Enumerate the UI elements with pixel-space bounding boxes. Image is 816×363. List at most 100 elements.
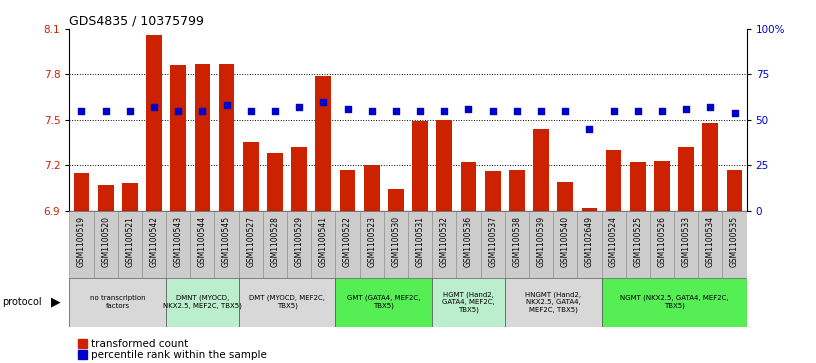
Point xyxy=(389,108,402,114)
Bar xyxy=(238,278,335,327)
Bar xyxy=(238,211,263,278)
Bar xyxy=(98,185,113,211)
Bar xyxy=(674,211,698,278)
Bar xyxy=(485,171,500,211)
Text: GMT (GATA4, MEF2C,
TBX5): GMT (GATA4, MEF2C, TBX5) xyxy=(347,295,420,309)
Bar xyxy=(605,150,622,211)
Text: NGMT (NKX2.5, GATA4, MEF2C,
TBX5): NGMT (NKX2.5, GATA4, MEF2C, TBX5) xyxy=(620,295,729,309)
Point xyxy=(293,104,306,110)
Text: DMT (MYOCD, MEF2C,
TBX5): DMT (MYOCD, MEF2C, TBX5) xyxy=(249,295,325,309)
Bar xyxy=(698,211,722,278)
Bar xyxy=(243,143,259,211)
Point xyxy=(534,108,548,114)
Bar xyxy=(311,211,335,278)
Bar xyxy=(171,65,186,211)
Bar xyxy=(142,211,166,278)
Text: GSM1100530: GSM1100530 xyxy=(392,216,401,267)
Bar xyxy=(339,170,356,211)
Bar xyxy=(505,278,601,327)
Bar xyxy=(582,208,597,211)
Bar xyxy=(601,211,626,278)
Bar xyxy=(437,120,452,211)
Bar xyxy=(94,211,118,278)
Point xyxy=(704,104,717,110)
Text: GSM1100524: GSM1100524 xyxy=(609,216,618,267)
Text: GSM1100540: GSM1100540 xyxy=(561,216,570,267)
Bar xyxy=(727,170,743,211)
Bar xyxy=(287,211,311,278)
Point xyxy=(196,108,209,114)
Point xyxy=(366,108,379,114)
Bar xyxy=(577,211,601,278)
Bar xyxy=(291,147,307,211)
Bar xyxy=(654,160,670,211)
Bar xyxy=(388,189,404,211)
Text: GSM1100542: GSM1100542 xyxy=(149,216,158,267)
Bar xyxy=(69,211,94,278)
Text: GSM1100529: GSM1100529 xyxy=(295,216,304,267)
Text: transformed count: transformed count xyxy=(91,339,188,349)
Bar xyxy=(118,211,142,278)
Bar xyxy=(215,211,238,278)
Text: percentile rank within the sample: percentile rank within the sample xyxy=(91,350,268,360)
Point xyxy=(680,106,693,112)
Bar xyxy=(432,278,505,327)
Bar xyxy=(122,183,138,211)
Point xyxy=(123,108,136,114)
Point xyxy=(486,108,499,114)
Bar xyxy=(190,211,215,278)
Bar xyxy=(505,211,529,278)
Point xyxy=(559,108,572,114)
Text: GSM1100526: GSM1100526 xyxy=(658,216,667,267)
Bar xyxy=(456,211,481,278)
Point xyxy=(414,108,427,114)
Text: GSM1100539: GSM1100539 xyxy=(537,216,546,267)
Bar xyxy=(509,170,525,211)
Text: GSM1100534: GSM1100534 xyxy=(706,216,715,267)
Text: GSM1100528: GSM1100528 xyxy=(270,216,279,267)
Point xyxy=(148,104,161,110)
Text: GSM1100543: GSM1100543 xyxy=(174,216,183,267)
Bar xyxy=(146,35,162,211)
Point xyxy=(632,108,645,114)
Text: GSM1100541: GSM1100541 xyxy=(319,216,328,267)
Bar xyxy=(166,211,190,278)
Point xyxy=(268,108,282,114)
Bar xyxy=(335,211,360,278)
Point xyxy=(728,110,741,115)
Text: GSM1100520: GSM1100520 xyxy=(101,216,110,267)
Bar xyxy=(601,278,747,327)
Point xyxy=(317,99,330,105)
Point xyxy=(171,108,184,114)
Bar xyxy=(316,76,331,211)
Bar xyxy=(722,211,747,278)
Point xyxy=(583,126,596,132)
Text: GSM1100532: GSM1100532 xyxy=(440,216,449,267)
Text: GSM1100519: GSM1100519 xyxy=(77,216,86,267)
Bar xyxy=(650,211,674,278)
Bar xyxy=(384,211,408,278)
Bar xyxy=(703,123,718,211)
Point xyxy=(655,108,668,114)
Text: HNGMT (Hand2,
NKX2.5, GATA4,
MEF2C, TBX5): HNGMT (Hand2, NKX2.5, GATA4, MEF2C, TBX5… xyxy=(525,291,581,313)
Text: GDS4835 / 10375799: GDS4835 / 10375799 xyxy=(69,15,204,28)
Point xyxy=(462,106,475,112)
Bar xyxy=(678,147,694,211)
Text: GSM1100533: GSM1100533 xyxy=(681,216,690,267)
Bar xyxy=(460,162,477,211)
Text: GSM1100544: GSM1100544 xyxy=(198,216,207,267)
Text: no transcription
factors: no transcription factors xyxy=(90,295,145,309)
Text: GSM1100522: GSM1100522 xyxy=(343,216,352,267)
Text: HGMT (Hand2,
GATA4, MEF2C,
TBX5): HGMT (Hand2, GATA4, MEF2C, TBX5) xyxy=(442,291,494,313)
Text: GSM1100527: GSM1100527 xyxy=(246,216,255,267)
Text: GSM1100525: GSM1100525 xyxy=(633,216,642,267)
Bar xyxy=(557,182,573,211)
Bar xyxy=(408,211,432,278)
Point xyxy=(607,108,620,114)
Bar xyxy=(364,165,379,211)
Bar xyxy=(481,211,505,278)
Text: GSM1100523: GSM1100523 xyxy=(367,216,376,267)
Text: GSM1100537: GSM1100537 xyxy=(488,216,497,267)
Text: GSM1100535: GSM1100535 xyxy=(730,216,739,267)
Text: protocol: protocol xyxy=(2,297,42,307)
